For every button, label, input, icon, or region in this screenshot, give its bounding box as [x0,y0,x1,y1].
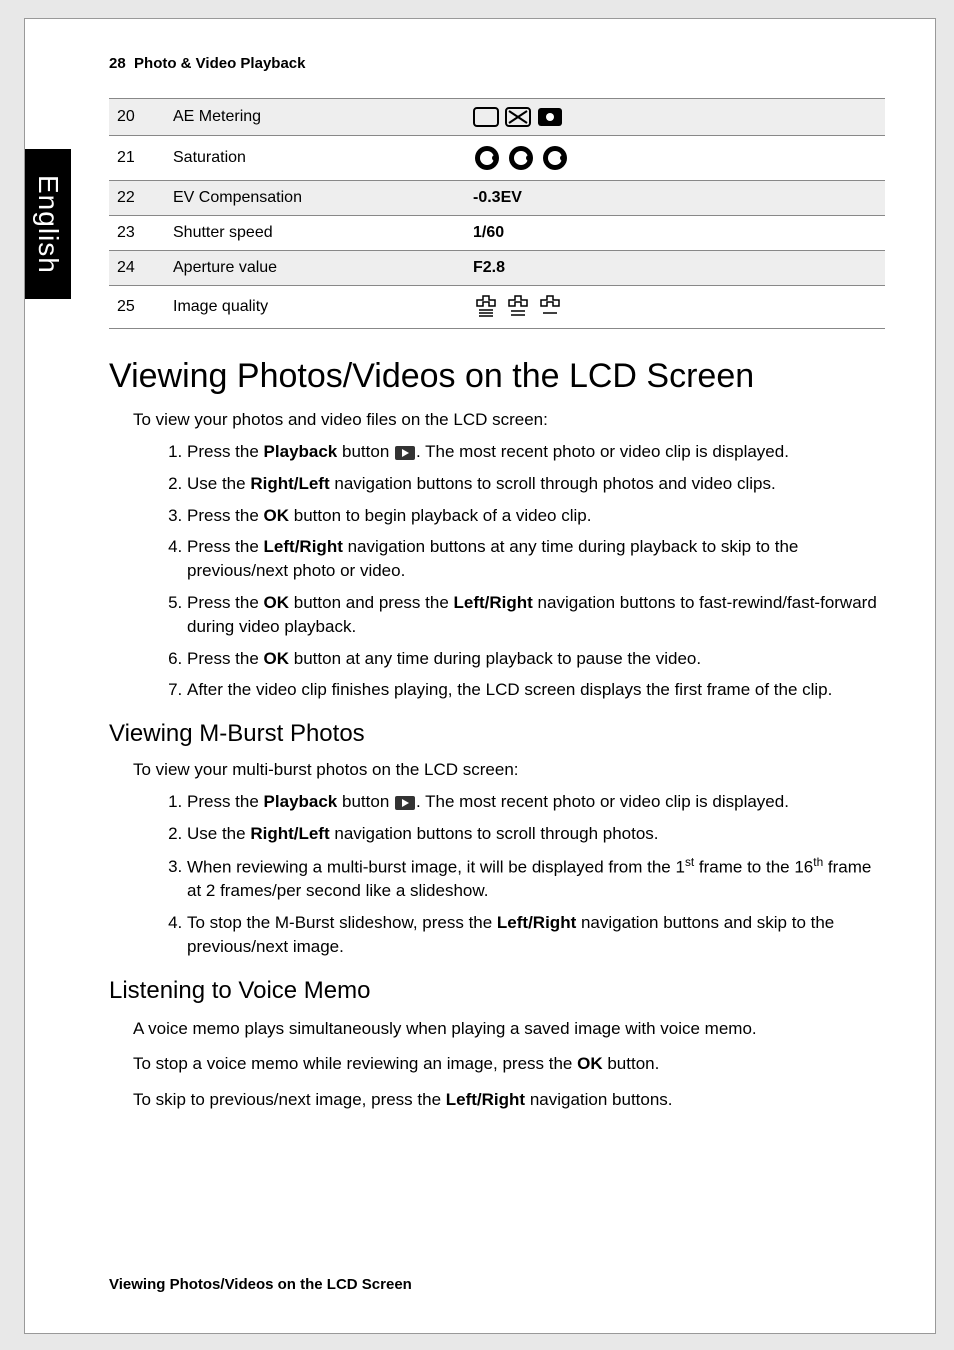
step-item: Press the OK button at any time during p… [187,647,885,671]
row-label: Aperture value [165,251,465,286]
row-value: -0.3EV [465,181,885,216]
row-label: Shutter speed [165,216,465,251]
step-item: Press the Left/Right navigation buttons … [187,535,885,583]
language-label: English [32,175,64,274]
page-number: 28 [109,55,126,72]
row-value [465,286,885,329]
subheading-mburst: Viewing M-Burst Photos [109,720,885,748]
table-row: 24 Aperture value F2.8 [109,251,885,286]
saturation-icons [473,144,875,172]
section-heading: Viewing Photos/Videos on the LCD Screen [109,357,885,396]
metering-icons [473,107,875,127]
voice-memo-section: A voice memo plays simultaneously when p… [109,1017,885,1112]
row-value [465,136,885,181]
row-label: Saturation [165,136,465,181]
playback-icon [394,445,416,461]
step-item: After the video clip finishes playing, t… [187,678,885,702]
row-num: 22 [109,181,165,216]
quality-icons [473,294,875,320]
row-value: F2.8 [465,251,885,286]
row-num: 20 [109,99,165,136]
row-label: EV Compensation [165,181,465,216]
table-row: 21 Saturation [109,136,885,181]
page: English 28 Photo & Video Playback 20 AE … [24,18,936,1334]
table-row: 20 AE Metering [109,99,885,136]
row-num: 25 [109,286,165,329]
row-label: Image quality [165,286,465,329]
row-num: 24 [109,251,165,286]
voice-para: A voice memo plays simultaneously when p… [133,1017,885,1041]
steps-list-2: Press the Playback button . The most rec… [167,790,885,958]
language-tab: English [25,149,71,299]
step-item: To stop the M-Burst slideshow, press the… [187,911,885,959]
step-item: Press the OK button to begin playback of… [187,504,885,528]
footer-text: Viewing Photos/Videos on the LCD Screen [109,1276,412,1293]
row-label: AE Metering [165,99,465,136]
table-row: 22 EV Compensation -0.3EV [109,181,885,216]
page-header-title: Photo & Video Playback [134,55,305,72]
intro-text: To view your photos and video files on t… [133,410,885,430]
table-row: 25 Image quality [109,286,885,329]
step-item: Press the Playback button . The most rec… [187,440,885,464]
step-item: Press the OK button and press the Left/R… [187,591,885,639]
voice-para: To skip to previous/next image, press th… [133,1088,885,1112]
row-value [465,99,885,136]
intro-mburst: To view your multi-burst photos on the L… [133,760,885,780]
step-item: Use the Right/Left navigation buttons to… [187,822,885,846]
playback-icon [394,795,416,811]
steps-list-1: Press the Playback button . The most rec… [167,440,885,702]
row-num: 23 [109,216,165,251]
row-value: 1/60 [465,216,885,251]
spec-table: 20 AE Metering 21 Saturation 22 EV Compe… [109,98,885,329]
page-header: 28 Photo & Video Playback [109,55,885,72]
voice-para: To stop a voice memo while reviewing an … [133,1052,885,1076]
row-num: 21 [109,136,165,181]
step-item: Press the Playback button . The most rec… [187,790,885,814]
table-row: 23 Shutter speed 1/60 [109,216,885,251]
step-item: When reviewing a multi-burst image, it w… [187,854,885,903]
subheading-voice: Listening to Voice Memo [109,977,885,1005]
step-item: Use the Right/Left navigation buttons to… [187,472,885,496]
